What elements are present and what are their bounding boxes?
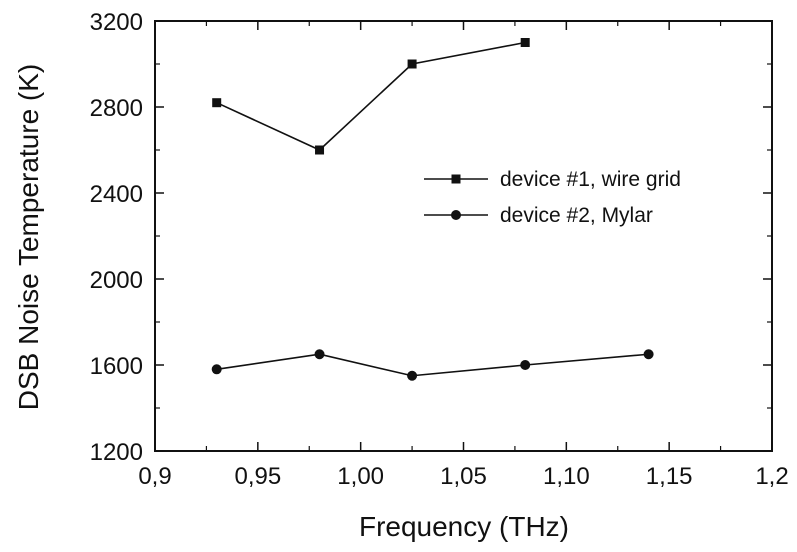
series-layer [211, 38, 654, 381]
x-ticks: 0,9 0,95 1,00 1,05 1,10 1,15 1,2 [138, 21, 789, 490]
series-1-point [315, 145, 325, 155]
y-tick-label: 2400 [90, 181, 143, 208]
y-tick-label: 1600 [90, 353, 143, 380]
legend-marker-1 [451, 174, 461, 184]
series-2-point [314, 349, 325, 360]
x-tick-label: 1,10 [543, 463, 590, 490]
legend: device #1, wire grid device #2, Mylar [424, 168, 681, 227]
x-axis-title: Frequency (THz) [359, 511, 569, 542]
x-tick-label: 1,05 [440, 463, 487, 490]
x-tick-label: 1,15 [646, 463, 693, 490]
legend-label-2: device #2, Mylar [500, 204, 653, 227]
series-1-point [520, 38, 530, 47]
series-1-point [212, 98, 222, 108]
x-tick-label: 0,95 [234, 463, 281, 490]
x-tick-label: 1,00 [337, 463, 384, 490]
series-1-point [407, 59, 417, 69]
series-2-point [520, 360, 531, 370]
y-axis-title: DSB Noise Temperature (K) [13, 64, 44, 411]
y-tick-label: 3200 [90, 9, 143, 36]
y-tick-label: 2000 [90, 267, 143, 294]
y-tick-label: 1200 [90, 439, 143, 466]
series-1-line [216, 41, 526, 151]
series-2-point [643, 349, 654, 360]
plot-frame-group [154, 20, 773, 452]
series-2-point [211, 364, 222, 375]
plot-frame [154, 20, 773, 452]
y-tick-label: 2800 [90, 95, 143, 122]
y-ticks: 1200 1600 2000 2400 2800 3200 [90, 9, 772, 466]
series-2-line [216, 353, 649, 377]
legend-marker-2 [451, 210, 461, 220]
legend-label-1: device #1, wire grid [500, 168, 681, 191]
series-2-point [407, 370, 418, 381]
x-tick-label: 0,9 [138, 463, 171, 490]
x-tick-label: 1,2 [755, 463, 788, 490]
